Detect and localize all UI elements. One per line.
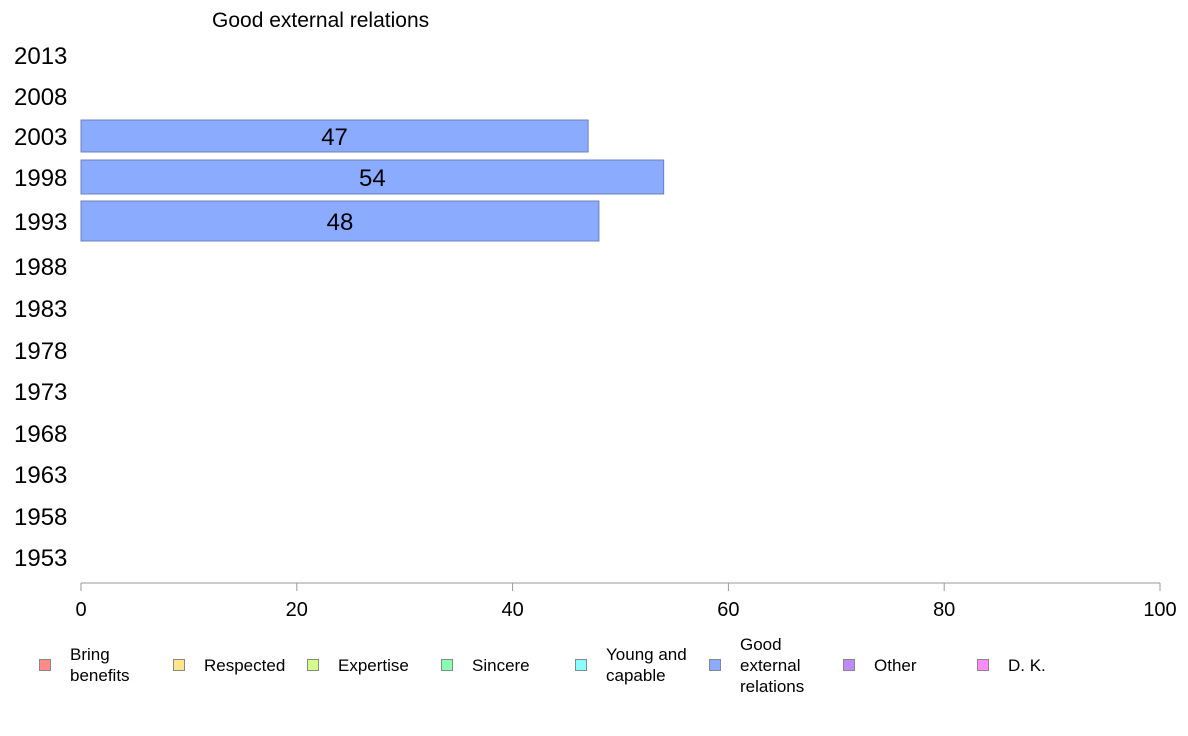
y-tick-label-1993: 1993 [14, 209, 67, 236]
x-tick-label-100: 100 [1143, 599, 1176, 621]
legend-item: Good external relations [709, 630, 839, 700]
y-tick-label-1988: 1988 [14, 254, 67, 281]
legend-swatch [843, 659, 855, 671]
legend-label: Sincere [472, 655, 530, 675]
legend-swatch [709, 659, 721, 671]
legend-item: Respected [173, 630, 313, 700]
legend-swatch [307, 659, 319, 671]
legend-label: D. K. [1008, 655, 1046, 675]
legend-item: Bring benefits [39, 630, 169, 700]
chart-title: Good external relations [212, 9, 429, 32]
legend-swatch [173, 659, 185, 671]
y-tick-label-1983: 1983 [14, 296, 67, 323]
legend-item: Sincere [441, 630, 571, 700]
x-tick-label-20: 20 [286, 599, 308, 621]
y-tick-label-1963: 1963 [14, 462, 67, 489]
y-axis-labels: 2013 2008 2003 1998 1993 1988 1983 1978 1973 1968… [14, 43, 67, 572]
y-tick-label-2008: 2008 [14, 84, 67, 111]
legend-swatch [39, 659, 51, 671]
x-tick-label-40: 40 [501, 599, 523, 621]
legend-item: D. K. [977, 630, 1107, 700]
legend-item: Young and capable [575, 630, 705, 700]
y-tick-label-1998: 1998 [14, 165, 67, 192]
y-tick-label-1953: 1953 [14, 545, 67, 572]
legend-label: Respected [204, 655, 286, 675]
x-tick-label-60: 60 [717, 599, 739, 621]
bar-1998 [80, 159, 665, 195]
y-tick-label-1978: 1978 [14, 338, 67, 365]
legend-swatch [977, 659, 989, 671]
x-axis: 0 20 40 60 80 100 [75, 582, 1177, 621]
y-tick-label-1958: 1958 [14, 504, 67, 531]
bar-1993 [80, 200, 600, 242]
bar-value-label-1993: 48 [327, 209, 354, 236]
bar-value-label-2003: 47 [321, 124, 348, 151]
legend-swatch [441, 659, 453, 671]
y-tick-label-2013: 2013 [14, 43, 67, 70]
x-tick-label-0: 0 [75, 599, 86, 621]
y-tick-label-1968: 1968 [14, 421, 67, 448]
y-tick-label-2003: 2003 [14, 124, 67, 151]
legend-label: Bring benefits [70, 645, 130, 685]
legend-swatch [575, 659, 587, 671]
legend-label: Other [874, 655, 917, 675]
chart: Good external relations 2013 2008 2003 1998… [14, 9, 1177, 621]
legend-label: Expertise [338, 655, 409, 675]
x-tick-label-80: 80 [933, 599, 955, 621]
legend-item: Other [843, 630, 973, 700]
y-tick-label-1973: 1973 [14, 379, 67, 406]
legend-item: Expertise [307, 630, 437, 700]
legend: Bring benefits Respected Expertise Sincere Y… [0, 630, 1188, 710]
bar-value-label-1998: 54 [359, 165, 386, 192]
bar-2003 [80, 119, 589, 153]
legend-label: Good external relations [740, 634, 805, 696]
legend-label: Young and capable [606, 645, 687, 685]
